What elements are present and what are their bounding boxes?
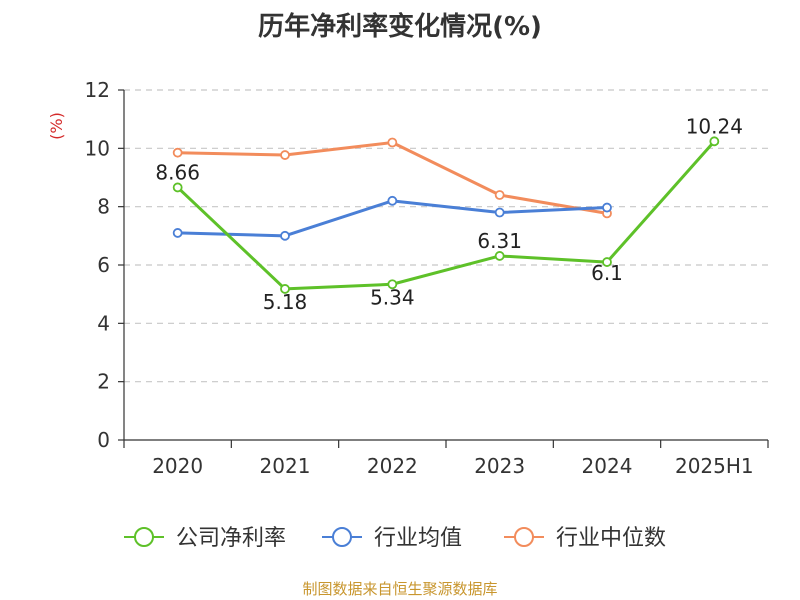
data-point-series-1 — [172, 228, 183, 238]
data-point-series-2 — [280, 150, 290, 160]
x-tick-label: 2024 — [582, 454, 633, 478]
y-tick-label: 12 — [85, 78, 110, 102]
x-tick-label: 2023 — [474, 454, 525, 478]
y-tick-label: 10 — [85, 136, 110, 160]
chart-title: 历年净利率变化情况(%) — [258, 12, 542, 42]
data-label: 5.34 — [370, 285, 415, 309]
data-point-series-0 — [494, 251, 505, 261]
data-point-series-0 — [280, 284, 290, 294]
legend-marker-1 — [332, 527, 352, 547]
x-tick-label: 2025H1 — [675, 454, 754, 478]
data-point-series-2 — [387, 137, 398, 148]
data-point-series-0 — [602, 257, 612, 267]
data-point-series-2 — [494, 190, 505, 200]
data-label: 6.31 — [477, 229, 522, 253]
legend-label-1: 行业均值 — [374, 526, 462, 551]
data-point-series-0 — [387, 279, 398, 290]
y-tick-label: 2 — [97, 370, 110, 394]
legend-label-2: 行业中位数 — [556, 526, 666, 551]
source-note: 制图数据来自恒生聚源数据库 — [302, 580, 498, 598]
x-tick-label: 2020 — [152, 454, 203, 478]
y-tick-label: 6 — [97, 253, 110, 277]
data-point-series-2 — [172, 147, 183, 158]
data-point-series-1 — [602, 202, 612, 213]
y-tick-label: 0 — [97, 428, 110, 452]
data-point-series-1 — [280, 230, 290, 241]
y-tick-label: 4 — [97, 311, 110, 335]
x-tick-label: 2022 — [367, 454, 418, 478]
y-tick-label: 8 — [97, 195, 110, 219]
series-line-0 — [176, 140, 716, 291]
legend-label-0: 公司净利率 — [176, 526, 286, 551]
data-point-series-1 — [387, 195, 398, 206]
legend-marker-2 — [514, 527, 534, 547]
data-point-series-0 — [172, 182, 183, 193]
x-tick-label: 2021 — [260, 454, 311, 478]
data-point-series-1 — [494, 207, 505, 218]
data-label: 5.18 — [263, 290, 308, 314]
data-label: 8.66 — [155, 160, 200, 184]
legend-marker-0 — [134, 527, 154, 547]
y-axis-unit-label: (%) — [47, 112, 66, 140]
data-label: 6.1 — [591, 261, 623, 285]
data-label: 10.24 — [686, 114, 743, 138]
data-point-series-0 — [709, 136, 720, 147]
